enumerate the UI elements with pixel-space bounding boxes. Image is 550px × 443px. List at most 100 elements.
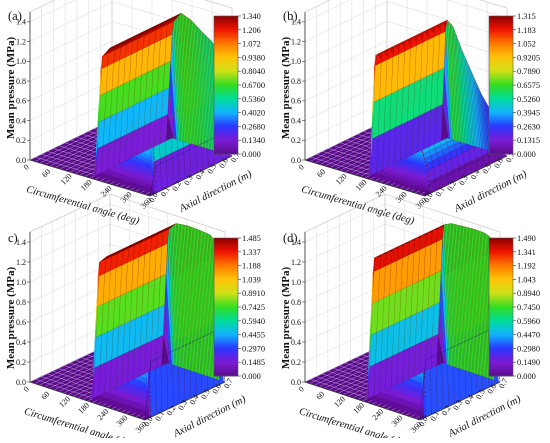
colorbar-swatch: [489, 124, 513, 127]
surface-facet: [120, 168, 122, 173]
surface-facet: [138, 386, 139, 392]
surface-facet: [126, 176, 128, 181]
colorbar-swatch: [214, 103, 238, 106]
colorbar-tick-label: 0.6575: [517, 81, 540, 90]
surface-facet: [112, 388, 113, 394]
surface-facet: [140, 403, 141, 409]
surface-facet: [140, 176, 142, 181]
surface-facet: [124, 392, 125, 398]
surface-facet: [114, 176, 116, 181]
surface-facet: [130, 394, 131, 400]
surface-facet: [133, 406, 134, 412]
colorbar-tick-label: 0.5260: [517, 95, 540, 104]
surface-facet: [147, 183, 149, 188]
surface-facet: [107, 174, 109, 179]
surface-facet: [115, 395, 116, 401]
colorbar-swatch: [489, 115, 513, 118]
surface-facet: [132, 173, 134, 178]
colorbar-swatch: [214, 41, 238, 44]
colorbar-tick-label: 1.183: [517, 26, 536, 35]
surface-facet: [123, 179, 125, 184]
surface-facet: [111, 394, 112, 400]
colorbar-swatch: [214, 143, 238, 146]
surface-facet: [110, 175, 112, 181]
colorbar-swatch: [214, 83, 238, 86]
colorbar-swatch: [489, 34, 513, 37]
surface-facet: [134, 178, 136, 183]
colorbar-swatch: [489, 57, 513, 60]
surface-facet: [122, 179, 124, 184]
surface-facet: [125, 165, 127, 170]
surface-facet: [122, 392, 123, 398]
y-axis-title: Mean pressure (MPa): [280, 37, 292, 140]
colorbar-swatch: [214, 108, 238, 111]
surface-facet: [135, 385, 136, 391]
y-tick-label: 0.6: [16, 97, 26, 106]
surface-facet: [105, 397, 106, 403]
colorbar-tick-label: 0.9380: [242, 53, 265, 62]
colorbar-swatch: [489, 32, 513, 35]
surface-facet: [143, 181, 145, 186]
colorbar-tick-label: 0.4020: [242, 109, 265, 118]
colorbar-swatch: [214, 138, 238, 141]
colorbar-swatch: [489, 16, 513, 19]
surface-facet: [115, 401, 116, 407]
surface-facet: [128, 388, 129, 394]
surface-facet: [118, 390, 119, 396]
surface-facet: [138, 171, 140, 176]
colorbar-swatch: [214, 133, 238, 136]
surface-facet: [141, 185, 143, 190]
surface-facet: [124, 398, 125, 404]
colorbar-swatch: [489, 126, 513, 129]
colorbar-swatch: [214, 113, 238, 116]
surface-facet: [127, 393, 128, 399]
surface-facet: [129, 158, 131, 163]
x-tick-label: 240: [99, 184, 114, 199]
colorbar-swatch: [214, 39, 238, 42]
surface-facet: [117, 172, 119, 177]
surface-facet: [140, 380, 141, 386]
colorbar-swatch: [489, 149, 513, 152]
surface-facet: [138, 391, 139, 397]
colorbar-swatch: [214, 28, 238, 31]
surface-facet: [102, 397, 103, 403]
surface-facet: [116, 172, 118, 177]
colorbar-swatch: [489, 120, 513, 123]
colorbar-swatch: [489, 53, 513, 56]
colorbar-swatch: [489, 147, 513, 150]
surface-facet: [116, 167, 118, 172]
surface-facet: [137, 391, 138, 397]
surface-facet: [134, 183, 136, 188]
surface-facet: [137, 396, 138, 402]
y-tick-label: 0.2: [16, 136, 26, 145]
colorbar-swatch: [489, 83, 513, 86]
surface-facet: [377, 173, 379, 178]
surface-facet: [143, 376, 144, 382]
surface-facet: [141, 404, 142, 410]
colorbar-swatch: [214, 117, 238, 120]
surface-facet: [141, 409, 142, 415]
surface-facet: [143, 410, 144, 416]
surface-facet: [126, 161, 128, 166]
surface-facet: [133, 389, 134, 395]
colorbar-swatch: [489, 131, 513, 134]
colorbar-swatch: [214, 78, 238, 81]
surface-facet: [138, 403, 139, 409]
colorbar-swatch: [214, 18, 238, 21]
surface-facet: [116, 177, 118, 182]
colorbar-swatch: [489, 21, 513, 24]
x-tick-label: 240: [374, 184, 389, 199]
colorbar-swatch: [214, 147, 238, 150]
colorbar-tick-label: 1.072: [242, 40, 261, 49]
surface-facet: [114, 166, 116, 172]
x-tick-label: 0: [22, 163, 31, 172]
surface-facet: [123, 170, 125, 175]
colorbar-swatch: [489, 110, 513, 113]
surface-facet: [120, 396, 121, 402]
surface-facet: [132, 164, 134, 169]
surface-facet: [134, 407, 135, 413]
x-tick-label: 120: [334, 172, 349, 187]
colorbar: 1.3151.1831.0520.92050.78900.65750.52600…: [489, 12, 540, 159]
